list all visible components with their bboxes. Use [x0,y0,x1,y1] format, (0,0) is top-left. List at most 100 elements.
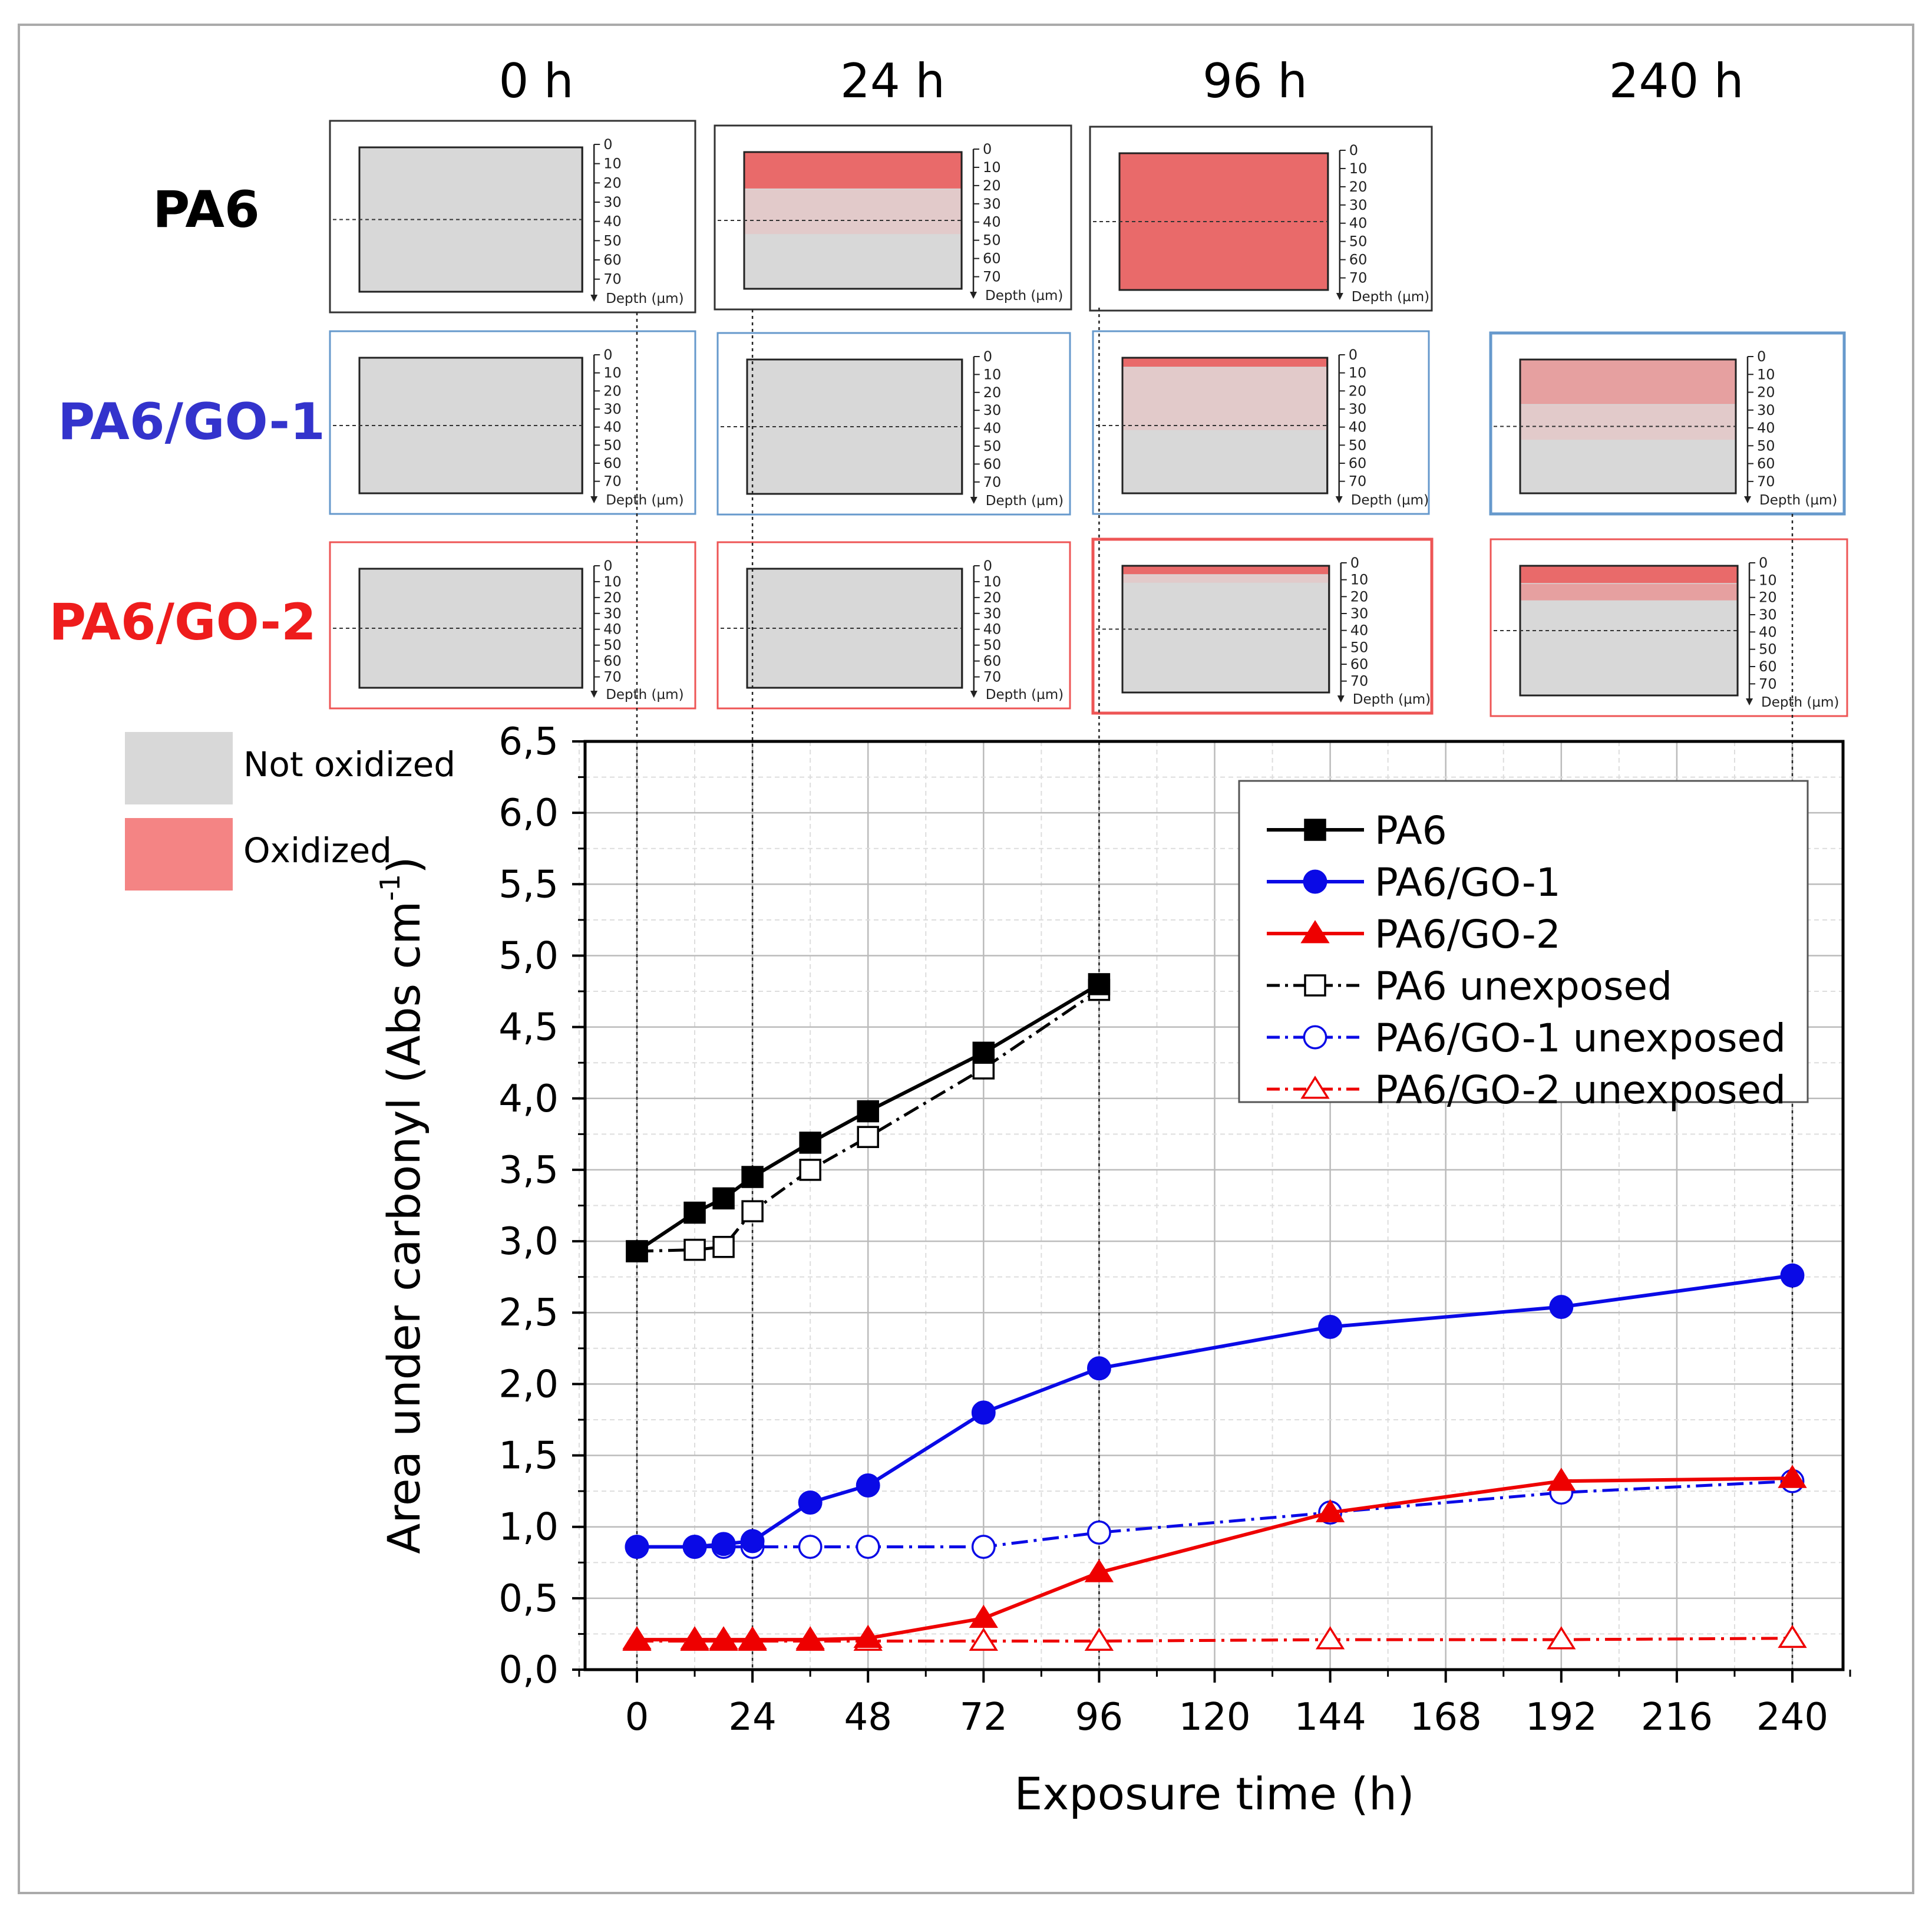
legend-marker [1300,920,1330,944]
oxidized-layer [745,153,961,189]
depth-tick-label: 40 [983,621,1002,638]
depth-tick-label: 50 [1349,233,1368,250]
depth-tick-label: 20 [603,589,622,606]
time-header-240: 240 h [1609,54,1744,108]
depth-tick-label: 0 [603,558,612,574]
depth-arrow-icon [590,295,598,302]
depth-tick-label: 30 [603,401,622,417]
x-tick-label: 168 [1410,1696,1482,1739]
series-pa6 [626,973,1111,1262]
legend-label-oxidized: Oxidized [243,830,392,870]
depth-tick-label: 20 [983,177,1001,194]
depth-tick-label: 70 [983,269,1001,285]
data-point [1086,1520,1111,1545]
depth-tick-label: 40 [1349,215,1368,232]
row-label-pa6-go-2: PA6/GO-2 [49,593,316,652]
depth-tick-label: 60 [1349,455,1367,471]
legend-marker [1303,1025,1327,1050]
depth-tick-label: 40 [983,214,1001,230]
depth-tick-label: 60 [1759,658,1777,675]
time-headers: 0 h 24 h 96 h 240 h [498,54,1743,108]
data-point [712,1187,735,1210]
depth-tick-label: 30 [1759,606,1777,623]
depth-tick-label: 0 [603,347,612,363]
chart: 0,0 0,5 1,0 1,5 2,0 2,5 3,0 3,5 4,0 4,5 5,0 5,5 6,0 6… [374,308,1851,1820]
legend-label: PA6 [1375,808,1447,853]
depth-tick-label: 70 [603,271,622,288]
depth-tick-label: 10 [983,573,1002,590]
data-point [971,1535,996,1559]
legend-marker [1303,869,1327,894]
depth-tick-label: 40 [983,420,1002,437]
data-point [972,1041,995,1064]
depth-tick-label: 10 [983,159,1001,176]
y-tick-label: 4,5 [498,1006,559,1050]
depth-axis-label: Depth (µm) [986,493,1064,509]
data-point [709,1626,738,1650]
data-point [799,1159,821,1181]
data-point [711,1532,736,1556]
depth-tick-label: 50 [983,232,1001,249]
depth-tick-label: 0 [1349,347,1358,363]
y-tick-label: 5,5 [498,863,559,906]
chart-legend: PA6 PA6/GO-1 PA6/GO-2 PA6 unexposed PA6/GO-1… [1238,780,1809,1113]
y-tick-label: 0,0 [498,1648,559,1692]
data-point [1088,973,1111,995]
depth-tick-label: 10 [603,156,622,172]
depth-tick-label: 70 [983,474,1002,490]
depth-tick-label: 0 [983,558,992,574]
depth-tick-label: 40 [1350,622,1369,639]
depth-arrow-icon [970,292,977,299]
legend-item: PA6 unexposed [1267,964,1672,1009]
depth-tick-label: 70 [1349,270,1368,286]
x-axis-label: Exposure time (h) [1014,1767,1414,1820]
depth-tick-label: 60 [603,653,622,670]
depth-tick-label: 20 [603,174,622,191]
x-tick-label: 72 [960,1696,1008,1739]
depth-tick-label: 40 [1349,419,1367,436]
depth-axis-label: Depth (µm) [606,687,683,703]
x-tick-label: 0 [625,1696,649,1739]
depth-tick-label: 20 [1759,589,1777,606]
x-tick-label: 120 [1178,1696,1250,1739]
depth-tick-label: 50 [603,637,622,654]
x-tick-label: 48 [844,1696,891,1739]
data-point [856,1473,880,1498]
legend-label-not-oxidized: Not oxidized [243,744,455,784]
depth-tick-label: 70 [1757,473,1775,490]
x-tick-label: 216 [1641,1696,1713,1739]
y-axis-label-close: ) [378,856,430,874]
legend-label: PA6/GO-2 unexposed [1375,1067,1786,1113]
chart-legend-frame [1238,780,1809,1103]
data-point [712,1236,735,1258]
depth-tick-label: 10 [1349,365,1367,381]
data-point [1086,1356,1111,1381]
depth-tick-label: 50 [603,232,622,249]
y-tick-label: 1,5 [498,1434,559,1478]
data-point [1084,1559,1114,1582]
legend-label: PA6/GO-1 [1375,860,1561,905]
oxidized-layer [1521,405,1735,440]
data-point [1318,1315,1343,1339]
sample-cross-section [746,568,963,689]
depth-tick-label: 50 [1757,437,1775,454]
depth-tick-label: 30 [1757,402,1775,418]
depth-tick-label: 30 [603,194,622,210]
depth-tick-label: 70 [1350,673,1369,690]
depth-tick-label: 30 [983,402,1002,418]
oxidized-layer [1521,360,1735,404]
y-tick-label: 2,0 [498,1363,559,1406]
data-point [626,1240,648,1262]
depth-tick-label: 0 [603,136,612,153]
depth-tick-label: 40 [603,213,622,230]
legend-label: PA6/GO-1 unexposed [1375,1015,1786,1061]
depth-axis-label: Depth (µm) [606,493,683,508]
depth-tick-label: 20 [1350,588,1369,605]
time-header-24: 24 h [840,54,945,108]
depth-tick-label: 50 [603,437,622,453]
x-tick-label: 96 [1075,1696,1123,1739]
depth-axis-label: Depth (µm) [985,288,1063,304]
